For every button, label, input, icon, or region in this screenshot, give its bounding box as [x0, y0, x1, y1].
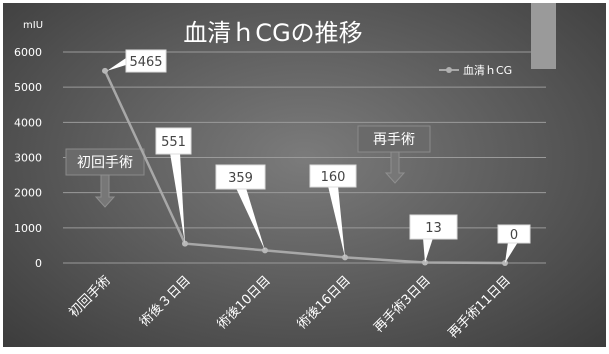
data-label: 551	[161, 135, 186, 150]
x-category-label: 再手術3日目	[371, 273, 433, 335]
annotation-arrow	[384, 151, 406, 184]
data-point	[342, 254, 348, 261]
y-tick-label: 6000	[14, 46, 42, 59]
callout-box	[409, 214, 458, 240]
callout-box	[215, 164, 266, 190]
data-label-callout: 0	[497, 224, 531, 263]
y-tick-label: 5000	[14, 81, 42, 94]
legend-label: 血清ｈCG	[463, 63, 512, 77]
annotation-arrow	[94, 174, 116, 208]
y-tick-label: 3000	[14, 152, 42, 165]
callout-pointer	[107, 58, 126, 71]
annotations: 初回手術 再手術	[65, 125, 431, 208]
callout-pointer	[328, 186, 345, 258]
data-label-callout: 160	[309, 164, 357, 258]
data-label: 5465	[129, 55, 162, 70]
y-tick-label: 1000	[14, 222, 42, 235]
y-axis-ticks: 0 1000 2000 3000 4000 5000 6000	[14, 46, 42, 270]
callout-pointer	[236, 188, 265, 251]
x-category-label: 再手術11日目	[446, 273, 514, 341]
callout-box	[155, 127, 192, 155]
y-tick-label: 2000	[14, 187, 42, 200]
data-label-callout: 5465	[107, 49, 167, 73]
x-category-label: 術後16日目	[295, 273, 354, 332]
callout-box	[125, 49, 167, 73]
callout-pointer	[170, 153, 185, 244]
y-tick-label: 0	[35, 257, 42, 270]
data-labels: 5465 551 359 160 13 0	[107, 49, 531, 263]
data-label-callout: 13	[409, 214, 458, 263]
chart-canvas: 血清ｈCGの推移 mIU 0 1000 2000 3000 4000 5000 6000 初…	[14, 19, 546, 341]
annotation-box	[357, 125, 431, 153]
x-category-label: 術後10日目	[215, 273, 274, 332]
y-tick-label: 4000	[14, 116, 42, 129]
data-label: 160	[321, 170, 346, 185]
annotation-box	[65, 148, 145, 176]
y-axis-unit: mIU	[23, 20, 43, 31]
data-label: 0	[510, 228, 518, 243]
x-category-label: 初回手術	[66, 273, 113, 320]
annotation-label: 初回手術	[77, 154, 133, 171]
data-label: 13	[425, 221, 442, 236]
callout-box	[497, 224, 531, 244]
annotation-label: 再手術	[373, 132, 415, 148]
legend-marker	[446, 67, 452, 73]
chart-slide: 血清ｈCGの推移 mIU 0 1000 2000 3000 4000 5000 6000 初…	[3, 3, 606, 347]
chart-title: 血清ｈCGの推移	[183, 19, 362, 47]
callout-pointer	[423, 238, 433, 263]
data-label-callout: 551	[155, 127, 192, 244]
callout-box	[309, 164, 357, 188]
x-category-label: 術後３日目	[137, 273, 194, 330]
data-point	[102, 67, 108, 74]
data-label-callout: 359	[215, 164, 266, 251]
data-label: 359	[228, 171, 253, 186]
legend: 血清ｈCG	[439, 63, 512, 77]
series-polyline	[103, 70, 506, 265]
callout-pointer	[505, 242, 518, 263]
series-line	[103, 70, 506, 265]
x-axis-categories: 初回手術 術後３日目 術後10日目 術後16日目 再手術3日目 再手術11日目	[66, 273, 513, 341]
corner-tab	[531, 3, 556, 69]
